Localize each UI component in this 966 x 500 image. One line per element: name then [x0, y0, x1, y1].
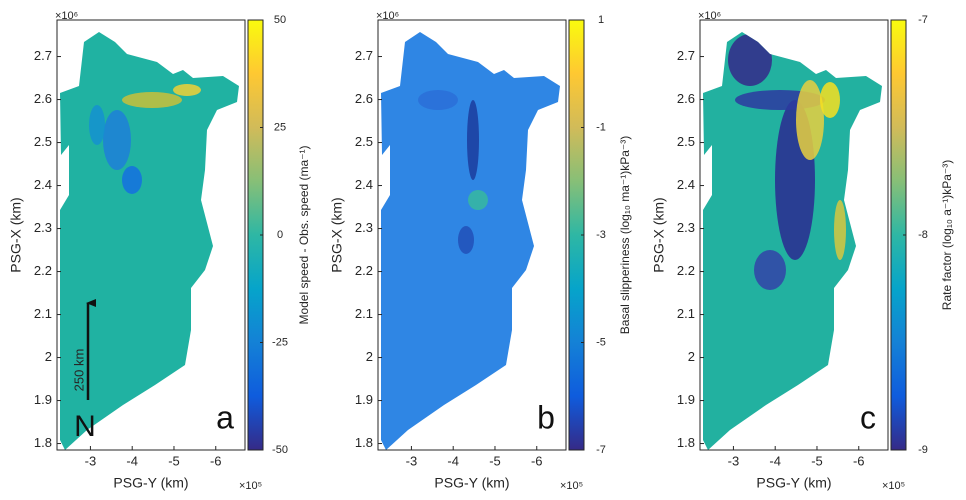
north-label: N: [74, 410, 96, 443]
y-exponent: ×10⁶: [55, 10, 78, 22]
colorbar-tick-label: -5: [596, 336, 606, 348]
x-tick-label: -3: [85, 453, 97, 468]
anomaly: [103, 110, 131, 170]
y-tick-label: 2.5: [677, 134, 695, 149]
y-tick-label: 1.8: [677, 435, 695, 450]
panel-label: a: [216, 399, 234, 435]
colorbar-tick-label: 0: [277, 229, 283, 241]
anomalies: [89, 84, 201, 194]
axes-frame: [56, 19, 246, 451]
y-tick-label: 1.8: [355, 435, 373, 450]
y-tick-label: 1.9: [677, 392, 695, 407]
panel: 1.8 1.9 2 2.1 2.2 2.3 2.4 2.5 2.6 2.7 -3 -4 -5 -6 ×10⁶…: [8, 10, 311, 492]
anomaly: [458, 226, 474, 254]
colorbar-label: Basal slipperiness (log₁₀ ma⁻¹)kPa⁻³): [618, 136, 632, 334]
y-tick-label: 1.8: [34, 435, 52, 450]
y-exponent: ×10⁶: [698, 10, 721, 22]
y-tick-label: 2.2: [34, 263, 52, 278]
y-tick-label: 2.2: [677, 263, 695, 278]
y-tick-label: 1.9: [355, 392, 373, 407]
colorbar-tick-label: -3: [596, 229, 606, 241]
x-axis-label: PSG-Y (km): [434, 475, 509, 491]
y-tick-label: 2.3: [677, 220, 695, 235]
colorbar-tick-label: -1: [596, 121, 606, 133]
y-tick-label: 2.1: [355, 306, 373, 321]
colorbar-tick-label: -50: [272, 444, 288, 456]
y-axis-label: PSG-X (km): [651, 197, 667, 272]
panel-label: c: [860, 399, 876, 435]
x-exponent: ×10⁵: [560, 480, 583, 492]
y-tick-label: 2.4: [355, 177, 373, 192]
colorbar-tick-label: 50: [274, 14, 286, 26]
colorbar-tick-label: -9: [918, 444, 928, 456]
y-axis-label: PSG-X (km): [8, 197, 24, 272]
anomaly: [754, 250, 786, 290]
anomaly: [467, 100, 479, 180]
colorbar-tick-label: 25: [274, 121, 286, 133]
colorbar-tick-label: -7: [596, 444, 606, 456]
anomalies: [418, 90, 488, 254]
panel: 1.8 1.9 2 2.1 2.2 2.3 2.4 2.5 2.6 2.7 -3 -4 -5 -6 ×10⁶…: [329, 10, 632, 492]
y-tick-label: 2.7: [355, 48, 373, 63]
anomaly: [173, 84, 201, 96]
anomaly: [468, 190, 488, 210]
colorbar-label: Rate factor (log₁₀ a⁻¹)kPa⁻³): [940, 160, 954, 310]
anomaly: [820, 82, 840, 118]
x-tick-label: -5: [168, 453, 180, 468]
x-axis-label: PSG-Y (km): [113, 475, 188, 491]
anomaly: [834, 200, 846, 260]
anomalies: [728, 34, 846, 290]
x-axis-label: PSG-Y (km): [756, 475, 831, 491]
scale-label: 250 km: [71, 349, 86, 392]
panel-label: b: [537, 399, 555, 435]
colorbar-tick-label: -25: [272, 336, 288, 348]
anomaly: [728, 34, 772, 86]
x-tick-label: -5: [489, 453, 501, 468]
colorbar-label: Model speed - Obs. speed (ma⁻¹): [297, 145, 311, 324]
y-tick-label: 2: [688, 349, 695, 364]
y-tick-label: 2.4: [677, 177, 695, 192]
x-tick-label: -6: [853, 453, 865, 468]
x-tick-label: -5: [811, 453, 823, 468]
x-tick-label: -4: [447, 453, 459, 468]
y-axis-label: PSG-X (km): [329, 197, 345, 272]
panel: 1.8 1.9 2 2.1 2.2 2.3 2.4 2.5 2.6 2.7 -3 -4 -5 -6 ×10⁶…: [651, 10, 954, 492]
x-tick-label: -4: [126, 453, 138, 468]
y-exponent: ×10⁶: [376, 10, 399, 22]
y-tick-label: 1.9: [34, 392, 52, 407]
y-tick-label: 2.1: [34, 306, 52, 321]
y-tick-label: 2.3: [34, 220, 52, 235]
axes-frame: [699, 19, 889, 451]
x-tick-label: -4: [769, 453, 781, 468]
axes-frame: [377, 19, 567, 451]
y-tick-label: 2.2: [355, 263, 373, 278]
x-exponent: ×10⁵: [239, 480, 262, 492]
anomaly: [418, 90, 458, 110]
x-tick-label: -6: [210, 453, 222, 468]
x-tick-label: -6: [531, 453, 543, 468]
anomaly: [122, 92, 182, 108]
y-tick-label: 2: [45, 349, 52, 364]
colorbar-tick-label: 1: [598, 14, 604, 26]
y-tick-label: 2.4: [34, 177, 52, 192]
y-tick-label: 2.6: [677, 91, 695, 106]
anomaly: [796, 80, 824, 160]
y-tick-label: 2.5: [34, 134, 52, 149]
y-tick-label: 2.6: [355, 91, 373, 106]
colorbar-tick-label: -8: [918, 229, 928, 241]
y-tick-label: 2.7: [677, 48, 695, 63]
anomaly: [122, 166, 142, 194]
y-tick-label: 2.6: [34, 91, 52, 106]
colorbar-tick-label: -7: [918, 14, 928, 26]
anomaly: [89, 105, 105, 145]
y-tick-label: 2.7: [34, 48, 52, 63]
x-tick-label: -3: [406, 453, 418, 468]
y-tick-label: 2.1: [677, 306, 695, 321]
x-tick-label: -3: [728, 453, 740, 468]
y-tick-label: 2: [366, 349, 373, 364]
y-tick-label: 2.5: [355, 134, 373, 149]
y-tick-label: 2.3: [355, 220, 373, 235]
x-exponent: ×10⁵: [882, 480, 905, 492]
